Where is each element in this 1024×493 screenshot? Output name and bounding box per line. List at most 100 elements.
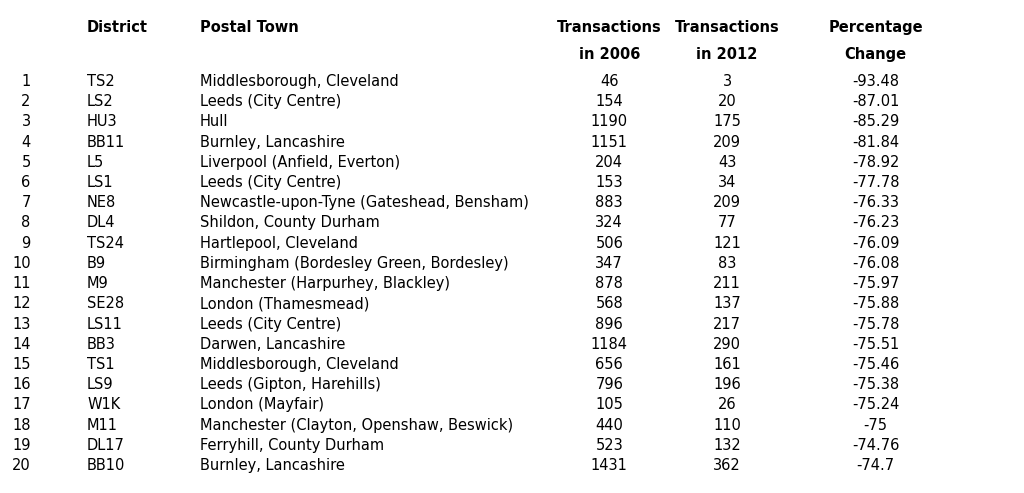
Text: -76.08: -76.08 — [852, 256, 899, 271]
Text: Burnley, Lancashire: Burnley, Lancashire — [200, 135, 344, 149]
Text: 883: 883 — [596, 195, 623, 210]
Text: 209: 209 — [713, 195, 741, 210]
Text: 161: 161 — [713, 357, 741, 372]
Text: 175: 175 — [713, 114, 741, 129]
Text: 6: 6 — [22, 175, 31, 190]
Text: Hartlepool, Cleveland: Hartlepool, Cleveland — [200, 236, 357, 250]
Text: 153: 153 — [596, 175, 623, 190]
Text: M11: M11 — [87, 418, 118, 432]
Text: 46: 46 — [600, 74, 618, 89]
Text: Manchester (Clayton, Openshaw, Beswick): Manchester (Clayton, Openshaw, Beswick) — [200, 418, 513, 432]
Text: LS9: LS9 — [87, 377, 114, 392]
Text: 20: 20 — [718, 94, 736, 109]
Text: Burnley, Lancashire: Burnley, Lancashire — [200, 458, 344, 473]
Text: 1184: 1184 — [591, 337, 628, 352]
Text: -75.51: -75.51 — [852, 337, 899, 352]
Text: 209: 209 — [713, 135, 741, 149]
Text: Hull: Hull — [200, 114, 228, 129]
Text: 12: 12 — [12, 296, 31, 311]
Text: 3: 3 — [723, 74, 731, 89]
Text: 121: 121 — [713, 236, 741, 250]
Text: Birmingham (Bordesley Green, Bordesley): Birmingham (Bordesley Green, Bordesley) — [200, 256, 508, 271]
Text: 796: 796 — [595, 377, 624, 392]
Text: Liverpool (Anfield, Everton): Liverpool (Anfield, Everton) — [200, 155, 399, 170]
Text: -75.38: -75.38 — [852, 377, 899, 392]
Text: BB3: BB3 — [87, 337, 116, 352]
Text: 362: 362 — [713, 458, 741, 473]
Text: Change: Change — [845, 47, 906, 62]
Text: 20: 20 — [12, 458, 31, 473]
Text: 105: 105 — [595, 397, 624, 412]
Text: 4: 4 — [22, 135, 31, 149]
Text: BB11: BB11 — [87, 135, 125, 149]
Text: -78.92: -78.92 — [852, 155, 899, 170]
Text: 1151: 1151 — [591, 135, 628, 149]
Text: Leeds (Gipton, Harehills): Leeds (Gipton, Harehills) — [200, 377, 381, 392]
Text: Manchester (Harpurhey, Blackley): Manchester (Harpurhey, Blackley) — [200, 276, 450, 291]
Text: DL17: DL17 — [87, 438, 125, 453]
Text: 9: 9 — [22, 236, 31, 250]
Text: 14: 14 — [12, 337, 31, 352]
Text: LS11: LS11 — [87, 317, 123, 331]
Text: 1: 1 — [22, 74, 31, 89]
Text: DL4: DL4 — [87, 215, 116, 230]
Text: LS2: LS2 — [87, 94, 114, 109]
Text: LS1: LS1 — [87, 175, 114, 190]
Text: TS1: TS1 — [87, 357, 115, 372]
Text: 7: 7 — [22, 195, 31, 210]
Text: -75.46: -75.46 — [852, 357, 899, 372]
Text: 656: 656 — [595, 357, 624, 372]
Text: 8: 8 — [22, 215, 31, 230]
Text: Percentage: Percentage — [828, 20, 923, 35]
Text: M9: M9 — [87, 276, 109, 291]
Text: Leeds (City Centre): Leeds (City Centre) — [200, 317, 341, 331]
Text: London (Thamesmead): London (Thamesmead) — [200, 296, 369, 311]
Text: SE28: SE28 — [87, 296, 124, 311]
Text: 137: 137 — [713, 296, 741, 311]
Text: 10: 10 — [12, 256, 31, 271]
Text: 34: 34 — [718, 175, 736, 190]
Text: Newcastle-upon-Tyne (Gateshead, Bensham): Newcastle-upon-Tyne (Gateshead, Bensham) — [200, 195, 528, 210]
Text: 324: 324 — [595, 215, 624, 230]
Text: -75.88: -75.88 — [852, 296, 899, 311]
Text: 13: 13 — [12, 317, 31, 331]
Text: -75.97: -75.97 — [852, 276, 899, 291]
Text: 568: 568 — [595, 296, 624, 311]
Text: 347: 347 — [595, 256, 624, 271]
Text: -75.24: -75.24 — [852, 397, 899, 412]
Text: -74.76: -74.76 — [852, 438, 899, 453]
Text: 290: 290 — [713, 337, 741, 352]
Text: 211: 211 — [713, 276, 741, 291]
Text: 132: 132 — [713, 438, 741, 453]
Text: 77: 77 — [718, 215, 736, 230]
Text: -75.78: -75.78 — [852, 317, 899, 331]
Text: 19: 19 — [12, 438, 31, 453]
Text: -76.09: -76.09 — [852, 236, 899, 250]
Text: -77.78: -77.78 — [852, 175, 899, 190]
Text: Middlesborough, Cleveland: Middlesborough, Cleveland — [200, 74, 398, 89]
Text: London (Mayfair): London (Mayfair) — [200, 397, 324, 412]
Text: 15: 15 — [12, 357, 31, 372]
Text: 440: 440 — [595, 418, 624, 432]
Text: B9: B9 — [87, 256, 106, 271]
Text: 43: 43 — [718, 155, 736, 170]
Text: HU3: HU3 — [87, 114, 118, 129]
Text: -75: -75 — [863, 418, 888, 432]
Text: 217: 217 — [713, 317, 741, 331]
Text: TS24: TS24 — [87, 236, 124, 250]
Text: in 2012: in 2012 — [696, 47, 758, 62]
Text: TS2: TS2 — [87, 74, 115, 89]
Text: Leeds (City Centre): Leeds (City Centre) — [200, 175, 341, 190]
Text: -74.7: -74.7 — [856, 458, 895, 473]
Text: BB10: BB10 — [87, 458, 125, 473]
Text: 110: 110 — [713, 418, 741, 432]
Text: 17: 17 — [12, 397, 31, 412]
Text: Middlesborough, Cleveland: Middlesborough, Cleveland — [200, 357, 398, 372]
Text: -81.84: -81.84 — [852, 135, 899, 149]
Text: 83: 83 — [718, 256, 736, 271]
Text: 2: 2 — [22, 94, 31, 109]
Text: -76.23: -76.23 — [852, 215, 899, 230]
Text: 1431: 1431 — [591, 458, 628, 473]
Text: 16: 16 — [12, 377, 31, 392]
Text: 506: 506 — [595, 236, 624, 250]
